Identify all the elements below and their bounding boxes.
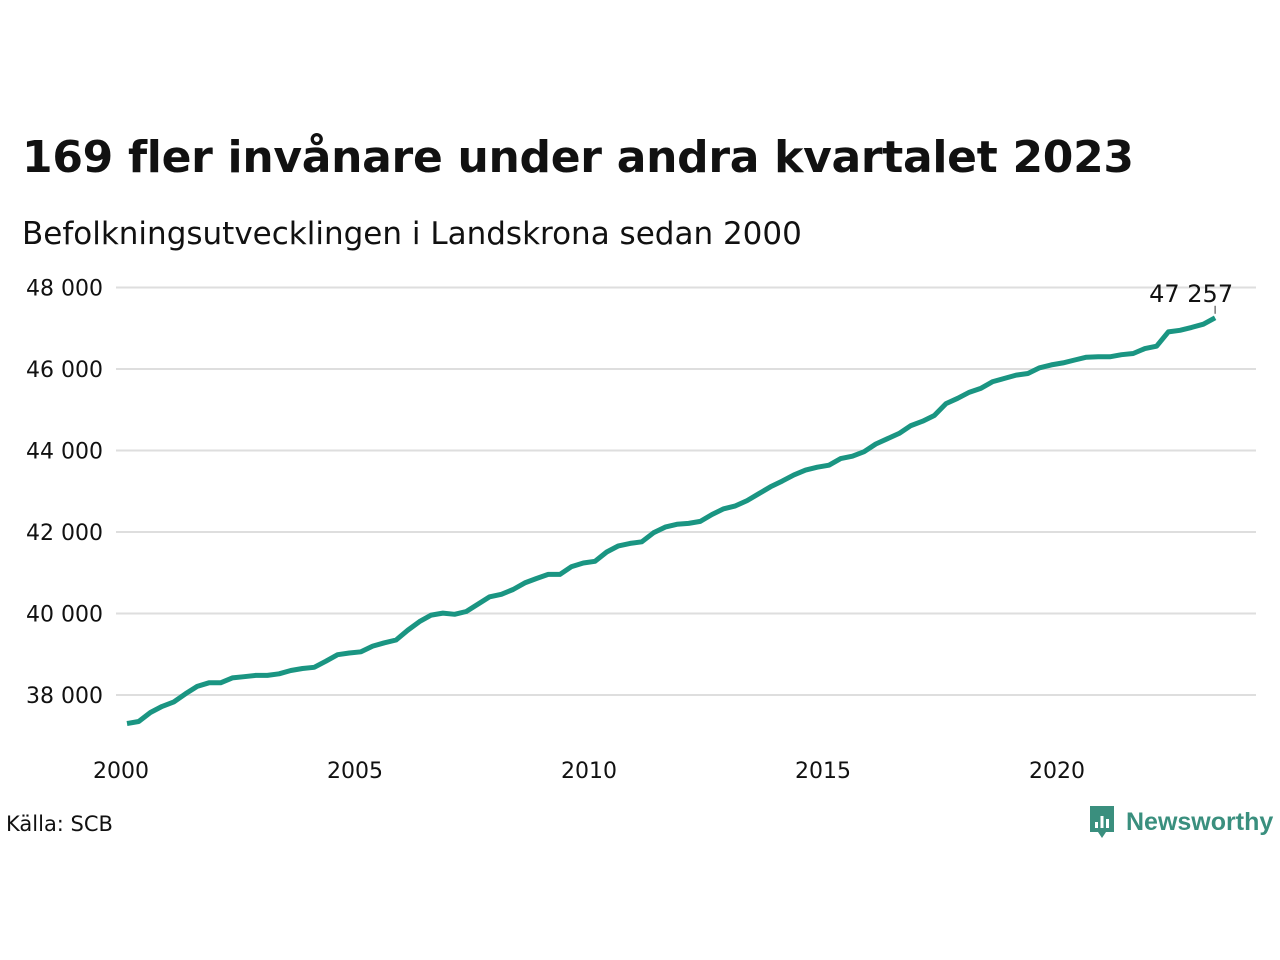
y-tick-label: 38 000 [26,684,103,709]
y-tick-label: 48 000 [26,277,103,302]
brand-name: Newsworthy [1126,807,1274,836]
y-tick-label: 44 000 [26,440,103,465]
y-axis-tick-labels: 38 000 40 000 42 000 44 000 46 000 48 000 [26,277,103,710]
y-tick-label: 42 000 [26,521,103,546]
x-axis-tick-labels: 2000 2005 2010 2015 2020 [93,759,1085,784]
end-value-label: 47 257 [1149,280,1233,308]
x-tick-label: 2010 [561,759,617,784]
y-tick-label: 40 000 [26,603,103,628]
chart-title: 169 fler invånare under andra kvartalet … [22,132,1134,183]
x-tick-label: 2020 [1029,759,1085,784]
series-layer [126,315,1217,726]
x-tick-label: 2015 [795,759,851,784]
x-tick-label: 2005 [327,759,383,784]
x-tick-label: 2000 [93,759,149,784]
source-note: Källa: SCB [6,812,113,836]
brand-logo[interactable]: Newsworthy [1088,804,1273,840]
y-grid-lines [116,286,1256,696]
end-annotation: 47 257 [1149,280,1233,314]
newsworthy-logo-icon [1090,806,1114,838]
y-tick-label: 46 000 [26,358,103,383]
series-line [126,315,1217,726]
chart-subtitle: Befolkningsutvecklingen i Landskrona sed… [22,216,802,252]
